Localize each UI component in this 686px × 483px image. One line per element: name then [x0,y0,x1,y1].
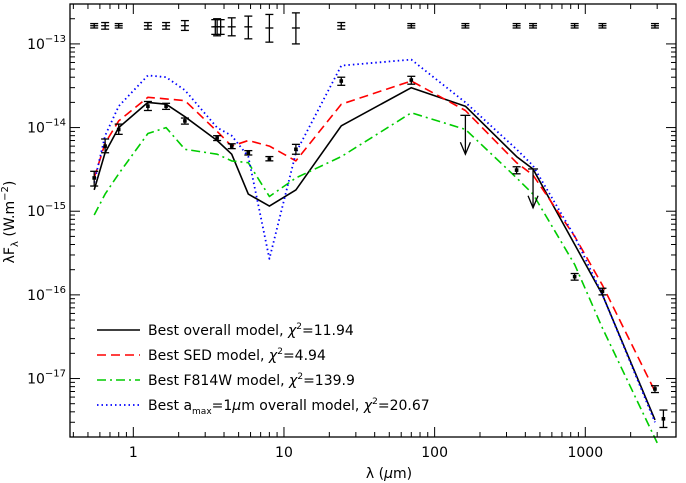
x-axis-label: λ (μm) [366,466,412,482]
obs-marker [146,104,150,109]
top-errorbar-19 [570,22,579,29]
x-tick-label: 1000 [567,445,603,461]
series-line-4 [93,58,656,423]
x-tick-label: 10 [275,445,293,461]
y-tick-label: 10−14 [27,118,66,137]
x-tick-label: 100 [421,445,448,461]
top-errorbar-6 [180,19,189,32]
upper-limit-head [459,141,471,156]
obs-point-7 [213,135,222,142]
obs-point-15 [570,272,579,281]
top-errorbar-14 [337,21,346,30]
obs-marker [600,289,605,294]
y-axis-label: λFλ (W.m−2) [0,181,21,264]
y-tick-label: 10−17 [27,369,66,388]
upper-limit-1 [459,114,471,156]
y-tick-label: 10−13 [27,34,66,53]
obs-marker [661,417,666,421]
obs-point-4 [143,100,152,112]
obs-marker [267,157,272,161]
obs-marker [409,78,414,82]
obs-point-1 [90,170,99,187]
top-errorbar-5 [162,21,171,30]
upper-limit-arrows [459,114,539,210]
obs-point-18 [659,409,668,429]
obs-point-17 [650,385,659,394]
top-errorbar-9 [216,19,225,36]
obs-marker [294,147,298,152]
legend-text-sed: Best SED model, χ2=4.94 [148,347,326,364]
top-errorbar-18 [529,22,538,29]
obs-point-5 [162,102,171,111]
obs-point-14 [512,166,521,175]
obs-marker [164,104,168,109]
obs-marker [653,387,657,391]
axes: 1 10 100 1000 10−17 10−16 10−15 10−14 10−13 [27,3,677,461]
top-errorbar-3 [114,22,123,29]
obs-marker [92,176,96,180]
top-errorbar-10 [227,17,236,37]
upper-limit-2 [527,168,539,210]
obs-point-9 [244,149,253,156]
top-errorbar-20 [598,22,607,29]
obs-point-8 [227,143,236,150]
obs-marker [229,144,234,148]
series-line-3 [93,112,658,444]
obs-marker [215,136,219,140]
legend-text-amax: Best amax=1μm overall model, χ2=20.67 [148,397,430,417]
top-errorbar-1 [90,22,99,29]
series-line-2 [93,80,656,392]
legend-text-f814w: Best F814W model, χ2=139.9 [148,372,355,389]
top-errorbar-15 [407,22,416,29]
legend-text-overall: Best overall model, χ2=11.94 [148,322,354,339]
obs-marker [116,127,121,132]
obs-marker [103,144,107,148]
top-errorbar-17 [512,22,521,29]
observation-points [90,75,668,429]
obs-point-2 [101,138,110,154]
obs-marker [572,274,577,279]
top-errorbar-16 [461,22,470,29]
top-errorbar-11 [244,15,253,40]
y-tick-label: 10−16 [27,285,66,304]
series-line-1 [93,86,656,421]
top-errorbar-21 [650,22,659,29]
obs-marker [514,168,519,172]
x-tick-label: 1 [129,445,138,461]
top-error-bars [90,12,659,45]
obs-point-3 [114,123,123,135]
top-errorbar-13 [291,12,300,45]
plot-frame [69,3,677,438]
top-errorbar-4 [143,21,152,30]
top-errorbar-12 [265,13,274,43]
obs-point-12 [337,76,346,86]
obs-point-16 [598,287,607,296]
upper-limit-head [527,195,539,210]
y-tick-label: 10−15 [27,201,66,220]
obs-marker [339,79,344,83]
obs-point-6 [180,117,189,125]
legend: Best overall model, χ2=11.94 Best SED mo… [97,322,430,417]
obs-marker [183,119,187,123]
obs-point-13 [407,75,416,85]
obs-marker [246,150,251,155]
obs-point-11 [291,143,300,155]
top-errorbar-2 [101,21,110,30]
obs-point-10 [265,155,274,162]
